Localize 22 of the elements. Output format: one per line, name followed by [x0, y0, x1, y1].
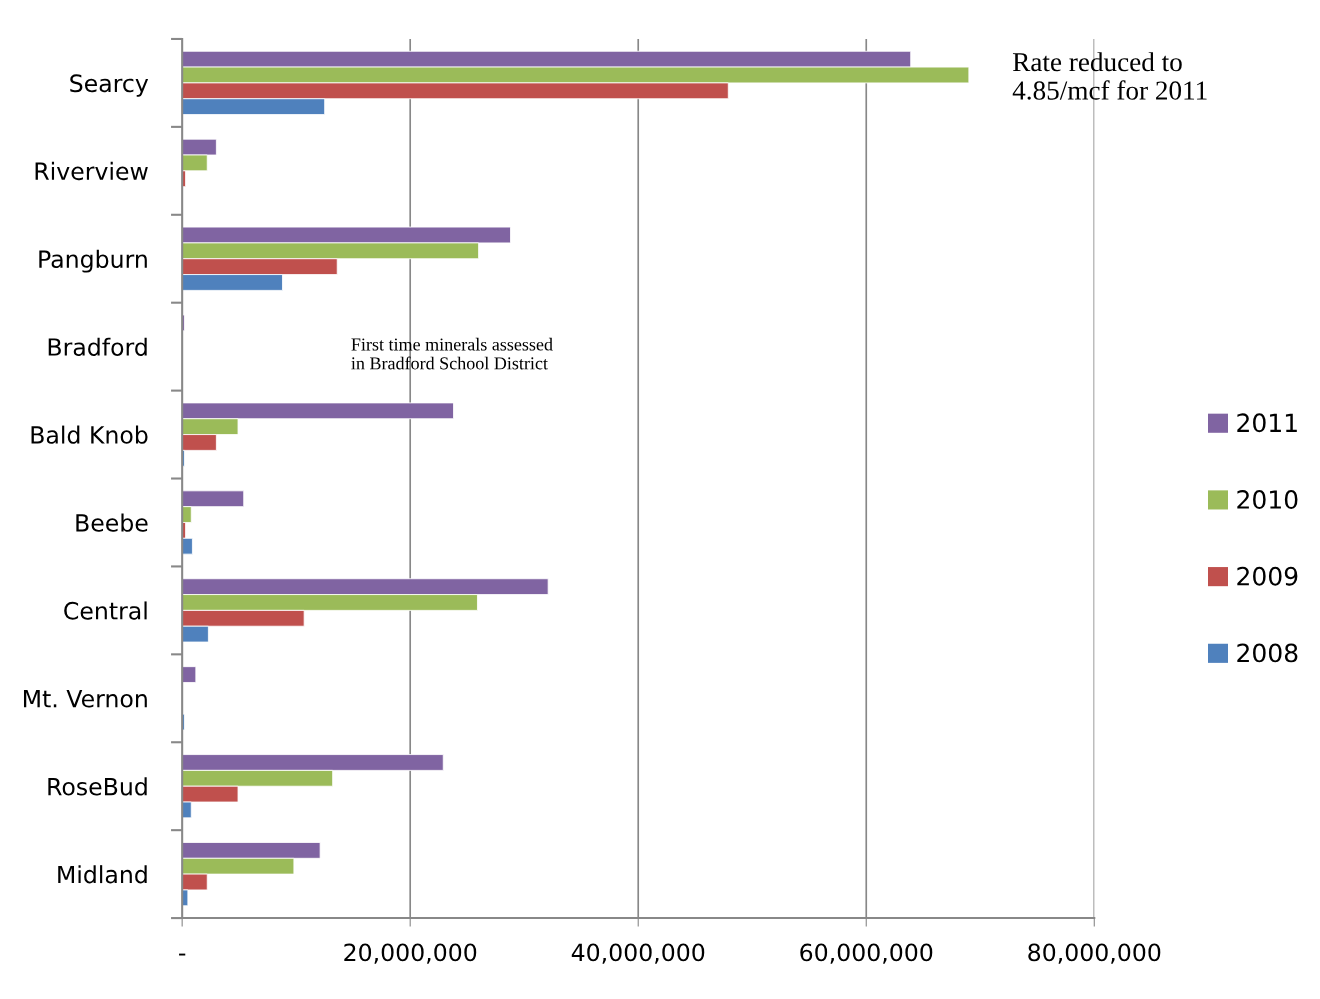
y-tick-label: RoseBud [48, 777, 147, 796]
legend-label: 2011 [1237, 413, 1297, 433]
y-tick-label: Beebe [76, 513, 148, 532]
annotation: Rate reduced to 4.85/mcf for 2011 [1012, 52, 1207, 100]
legend-label: 2010 [1237, 490, 1298, 509]
x-tick-label: 80,000,000 [1028, 943, 1161, 964]
y-tick-label: Searcy [70, 74, 149, 97]
y-tick-label: Bald Knob [31, 425, 148, 444]
y-tick-label: Pangburn [39, 249, 147, 273]
annotation: First time minerals assessed in Bradford School District [351, 337, 553, 370]
x-tick-label: - [179, 953, 186, 956]
y-tick-label: Midland [58, 865, 147, 884]
legend-label: 2009 [1237, 566, 1298, 586]
x-tick-label: 60,000,000 [800, 943, 933, 964]
x-tick-label: 40,000,000 [571, 943, 705, 964]
bar [182, 666, 197, 683]
y-tick-label: Central [64, 601, 147, 620]
x-tick-label: 20,000,000 [344, 943, 477, 964]
y-tick-label: Bradford [48, 337, 147, 356]
y-tick-label: Mt. Vernon [23, 690, 147, 708]
legend-label: 2008 [1237, 643, 1298, 663]
y-tick-label: Riverview [35, 161, 148, 181]
